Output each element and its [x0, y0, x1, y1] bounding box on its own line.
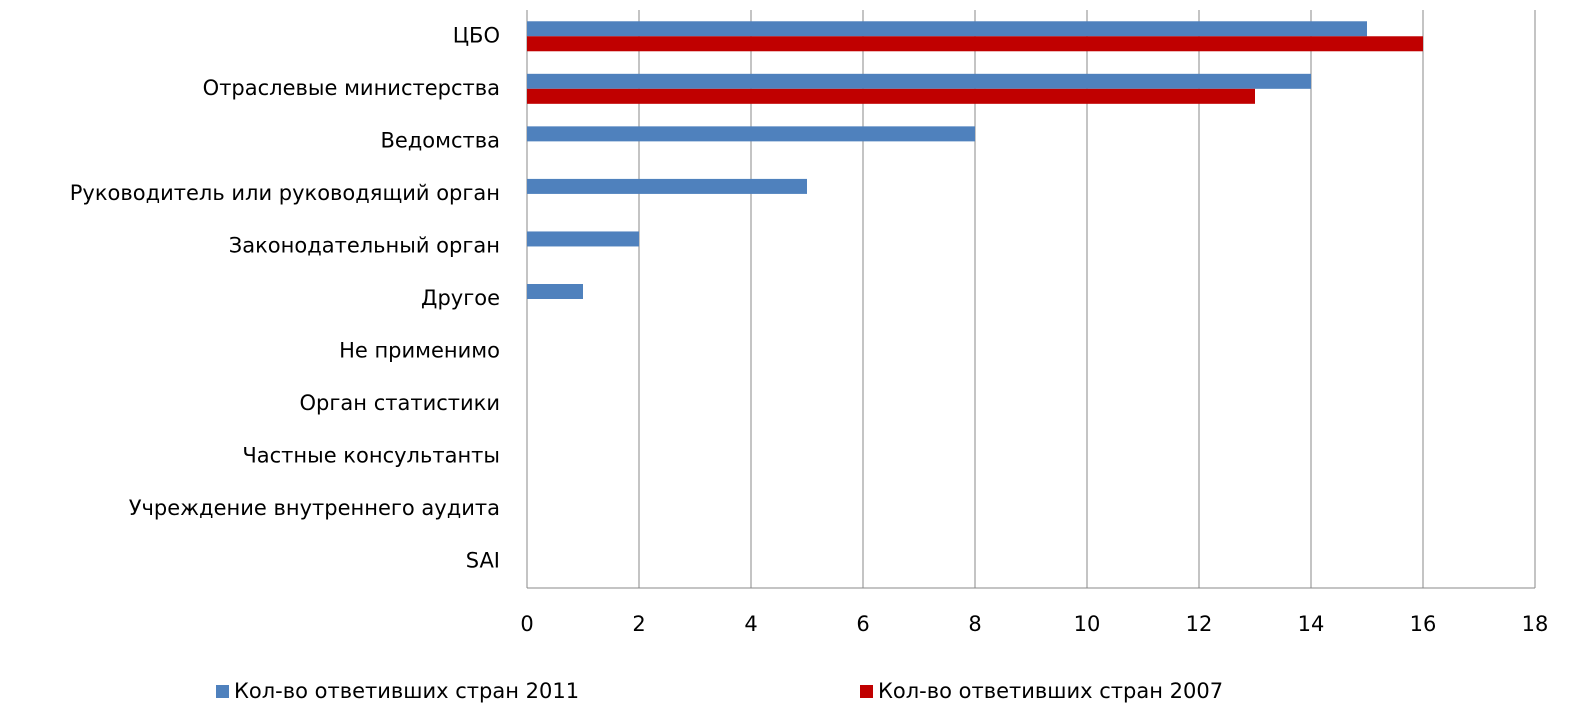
bar — [527, 36, 1423, 52]
y-tick-label: Отраслевые министерства — [203, 76, 500, 100]
y-tick-label: Учреждение внутреннего аудита — [129, 496, 500, 520]
y-tick-label: Руководитель или руководящий орган — [70, 181, 500, 205]
x-tick-label: 16 — [1410, 612, 1437, 636]
bar — [527, 88, 1255, 104]
bar — [527, 284, 583, 299]
y-tick-label: ЦБО — [453, 23, 500, 47]
x-tick-label: 4 — [744, 612, 757, 636]
x-tick-label: 12 — [1186, 612, 1213, 636]
x-tick-label: 0 — [520, 612, 533, 636]
bar — [527, 231, 639, 247]
x-tick-label: 2 — [632, 612, 645, 636]
y-tick-label: Другое — [421, 286, 500, 310]
y-tick-label: Законодательный орган — [229, 233, 500, 257]
legend-label: Кол-во ответивших стран 2011 — [234, 679, 579, 703]
bar — [527, 21, 1367, 37]
y-tick-label: Орган статистики — [300, 391, 500, 415]
x-tick-label: 8 — [968, 612, 981, 636]
y-tick-label: Не применимо — [339, 339, 500, 363]
y-tick-label: SAI — [466, 549, 500, 573]
bar — [527, 126, 975, 142]
x-tick-label: 18 — [1522, 612, 1549, 636]
x-tick-label: 14 — [1298, 612, 1325, 636]
bar — [527, 178, 807, 194]
legend-swatch — [216, 685, 229, 698]
y-tick-label: Ведомства — [380, 128, 500, 152]
x-tick-label: 10 — [1074, 612, 1101, 636]
legend-label: Кол-во ответивших стран 2007 — [878, 679, 1223, 703]
x-tick-label: 6 — [856, 612, 869, 636]
y-tick-label: Частные консультанты — [242, 444, 500, 468]
legend-swatch — [860, 685, 873, 698]
bar — [527, 73, 1311, 89]
